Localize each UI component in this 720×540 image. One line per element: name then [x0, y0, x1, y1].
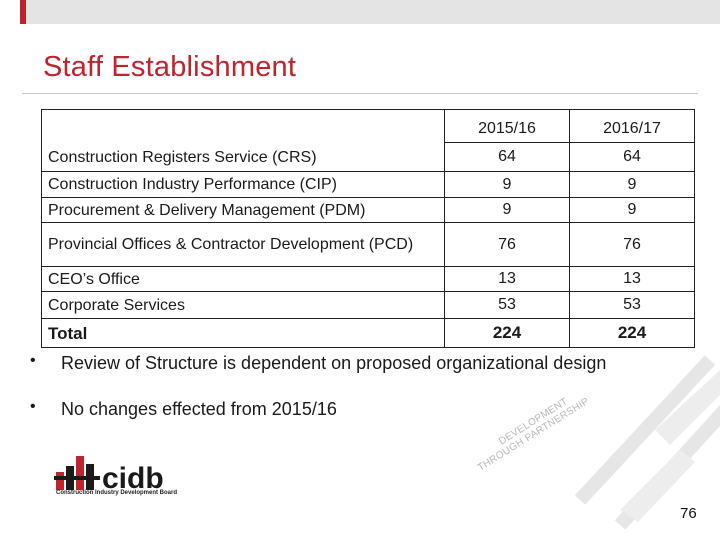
- table-row: CEO’s Office 13 13: [41, 266, 695, 292]
- table-row: Construction Registers Service (CRS) 64 …: [41, 142, 695, 172]
- table-row: Provincial Offices & Contractor Developm…: [41, 222, 695, 267]
- slide-title: Staff Establishment: [43, 51, 297, 83]
- row-value-2015: 9: [444, 171, 570, 198]
- row-value-2016: 9: [569, 197, 695, 223]
- bullet-text: No changes effected from 2015/16: [61, 399, 337, 419]
- staff-table: 2015/16 2016/17 Construction Registers S…: [41, 109, 695, 348]
- total-label: Total: [41, 318, 445, 348]
- building-icon: [54, 456, 100, 490]
- top-accent-bar: [20, 0, 720, 24]
- row-value-2016: 64: [569, 142, 695, 172]
- logo-wordmark: cidb: [102, 462, 164, 495]
- row-label: Procurement & Delivery Management (PDM): [41, 197, 445, 223]
- page-number: 76: [680, 505, 697, 522]
- row-value-2015: 13: [444, 266, 570, 292]
- total-value-2016: 224: [569, 318, 695, 348]
- row-value-2016: 9: [569, 171, 695, 198]
- header-year-2: 2016/17: [569, 109, 695, 143]
- row-label: Provincial Offices & Contractor Developm…: [41, 222, 445, 267]
- table-header-row: 2015/16 2016/17: [41, 109, 695, 143]
- bullet-text: Review of Structure is dependent on prop…: [61, 353, 607, 373]
- bullet-dot-icon: •: [30, 352, 36, 369]
- header-empty-cell: [41, 109, 445, 143]
- watermark-graphic: [574, 355, 720, 530]
- table-row: Construction Industry Performance (CIP) …: [41, 171, 695, 198]
- logo-caption: Construction Industry Development Board: [56, 490, 178, 496]
- cidb-logo: cidb: [54, 456, 164, 495]
- header-year-1: 2015/16: [444, 109, 570, 143]
- row-value-2016: 53: [569, 291, 695, 319]
- row-value-2015: 64: [444, 142, 570, 172]
- bullet-dot-icon: •: [30, 398, 36, 415]
- total-value-2015: 224: [444, 318, 570, 348]
- row-value-2015: 76: [444, 222, 570, 267]
- row-label: CEO’s Office: [41, 266, 445, 292]
- title-divider: [22, 93, 698, 94]
- row-label: Construction Registers Service (CRS): [41, 142, 445, 172]
- table-row: Procurement & Delivery Management (PDM) …: [41, 197, 695, 223]
- table-total-row: Total 224 224: [41, 318, 695, 348]
- row-value-2016: 76: [569, 222, 695, 267]
- row-label: Construction Industry Performance (CIP): [41, 171, 445, 198]
- row-label: Corporate Services: [41, 291, 445, 319]
- row-value-2015: 53: [444, 291, 570, 319]
- row-value-2016: 13: [569, 266, 695, 292]
- row-value-2015: 9: [444, 197, 570, 223]
- table-row: Corporate Services 53 53: [41, 291, 695, 319]
